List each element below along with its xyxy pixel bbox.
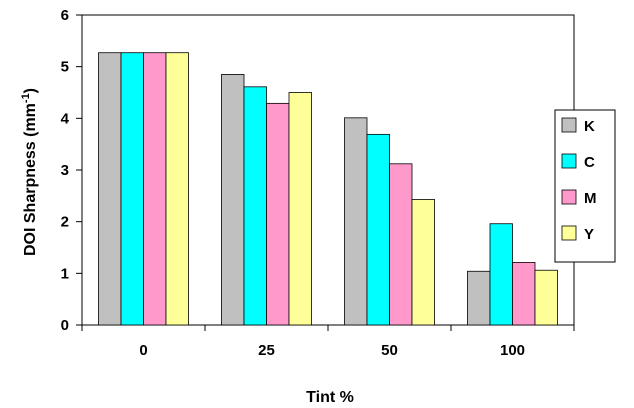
x-tick-label: 50 [381, 342, 398, 359]
y-tick-label: 6 [61, 7, 69, 24]
legend-label-K: K [584, 118, 595, 135]
x-tick-label: 100 [500, 342, 525, 359]
legend-label-C: C [584, 154, 595, 171]
bar-K-100 [467, 270, 491, 326]
bar-Y-0 [165, 52, 189, 326]
bar-M-50 [389, 163, 413, 326]
bar-Y-50 [411, 199, 435, 326]
legend-swatch-C [561, 153, 577, 169]
bar-M-25 [266, 102, 290, 326]
bar-C-100 [489, 223, 513, 326]
plot-area: 0 1 2 3 4 5 6 0 25 50 100 [61, 7, 575, 359]
y-axis-title-end: ) [22, 88, 39, 93]
y-axis-title-main: DOI Sharpness (mm [22, 103, 39, 256]
legend-label-Y: Y [584, 226, 594, 243]
bar-K-0 [98, 52, 122, 326]
legend: K C M Y [554, 109, 616, 263]
y-axis-title: DOI Sharpness (mm-1) [20, 88, 39, 256]
y-tick-label: 4 [61, 110, 70, 127]
x-tick-label: 25 [258, 342, 275, 359]
y-tick-label: 1 [61, 265, 69, 282]
bar-M-0 [143, 52, 167, 326]
bar-M-100 [512, 262, 536, 326]
legend-swatch-M [561, 189, 577, 205]
bar-Y-25 [288, 92, 312, 326]
x-tick-label: 0 [139, 342, 147, 359]
bar-C-25 [243, 86, 267, 326]
bar-C-50 [366, 133, 390, 326]
y-tick-label: 3 [61, 162, 69, 179]
legend-label-M: M [584, 190, 597, 207]
bar-K-50 [344, 117, 368, 326]
y-tick-label: 0 [61, 317, 69, 334]
x-axis-title: Tint % [306, 389, 354, 406]
bar-Y-100 [534, 269, 558, 326]
y-tick-label: 5 [61, 59, 69, 76]
bar-C-0 [120, 52, 144, 326]
bar-K-25 [221, 74, 245, 326]
y-tick-label: 2 [61, 214, 69, 231]
legend-swatch-K [561, 117, 577, 133]
y-axis-title-superscript: -1 [20, 93, 32, 103]
legend-swatch-Y [561, 225, 577, 241]
